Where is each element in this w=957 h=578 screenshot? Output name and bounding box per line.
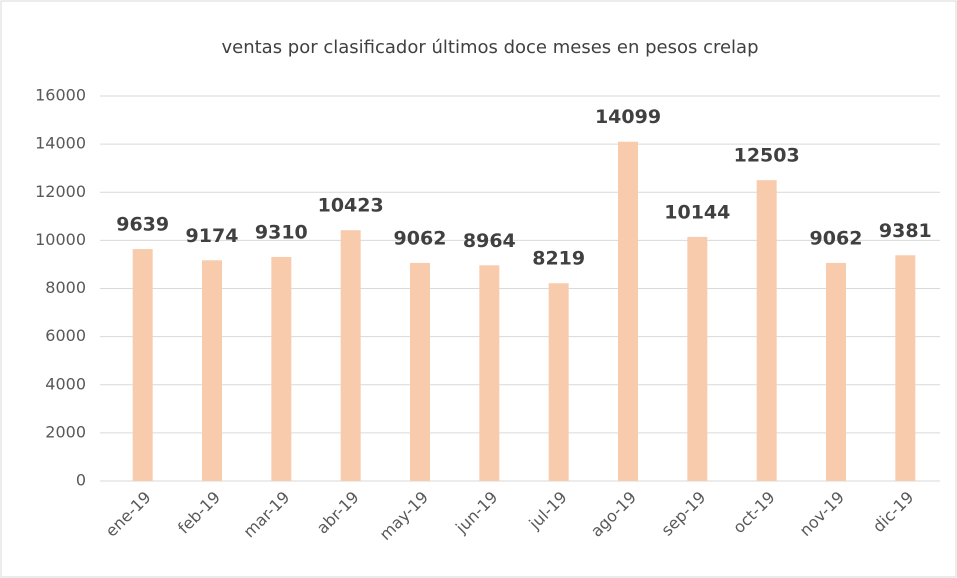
y-tick-label: 2000 [45, 422, 86, 441]
bar [202, 260, 222, 481]
y-tick-label: 16000 [35, 86, 86, 105]
bar [826, 262, 846, 481]
y-tick-label: 4000 [45, 374, 86, 393]
bar [687, 236, 708, 481]
data-label: 9639 [116, 214, 169, 236]
y-tick-label: 0 [76, 471, 86, 490]
bar [756, 180, 777, 482]
data-label: 9174 [186, 225, 239, 247]
chart-title: ventas por clasificador últimos doce mes… [221, 37, 758, 58]
bar [271, 256, 292, 481]
bar [548, 283, 569, 481]
bar [618, 141, 638, 482]
y-tick-label: 8000 [45, 278, 86, 297]
data-label: 9062 [810, 227, 863, 249]
data-label: 10423 [318, 195, 384, 217]
bar [340, 230, 361, 481]
y-tick-label: 6000 [45, 326, 86, 345]
data-label: 9062 [394, 227, 447, 249]
data-label: 9381 [879, 220, 932, 242]
y-tick-label: 12000 [35, 182, 86, 201]
bar [410, 262, 430, 481]
data-label: 9310 [255, 221, 308, 243]
data-label: 10144 [664, 201, 730, 223]
y-tick-label: 14000 [35, 134, 86, 153]
data-label: 8219 [532, 248, 585, 270]
data-label: 12503 [734, 145, 800, 167]
bar [895, 255, 916, 481]
data-label: 14099 [595, 106, 661, 128]
bar [132, 249, 153, 481]
data-label: 8964 [463, 230, 516, 252]
y-tick-label: 10000 [35, 230, 86, 249]
bar [479, 265, 500, 481]
